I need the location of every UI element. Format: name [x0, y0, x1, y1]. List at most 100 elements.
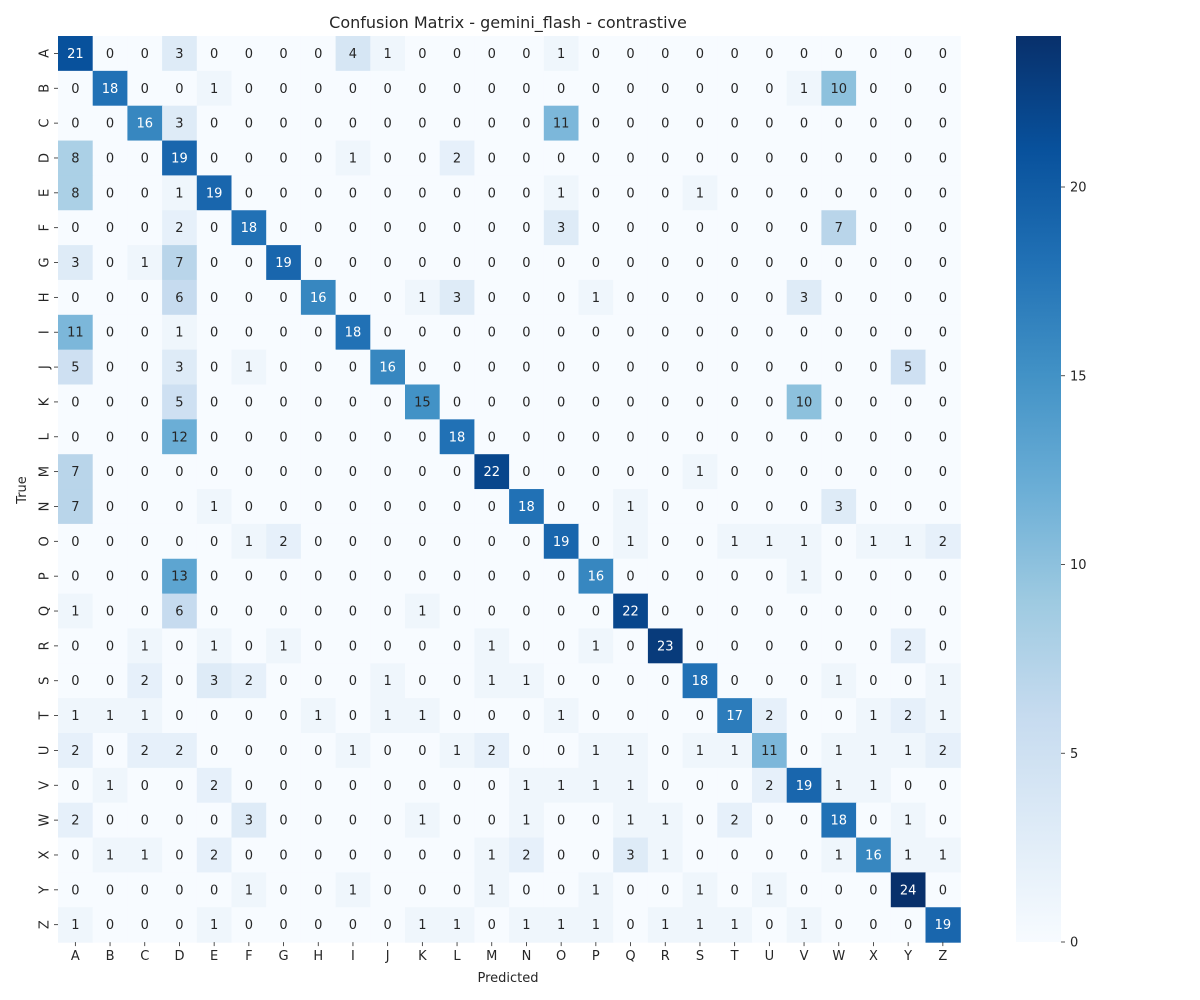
cell-value-label: 0	[453, 779, 461, 794]
cell-value-label: 0	[939, 814, 947, 829]
heatmap-cell	[647, 907, 684, 943]
cell-value-label: 18	[449, 430, 466, 445]
heatmap-cell	[682, 907, 718, 943]
heatmap-cell	[474, 384, 510, 420]
heatmap-cell	[682, 36, 718, 72]
heatmap-cell	[543, 36, 580, 72]
cell-value-label: 0	[384, 256, 392, 271]
cell-value-label: 0	[835, 151, 843, 166]
heatmap-cell	[821, 175, 857, 211]
heatmap-cell	[682, 314, 718, 351]
heatmap-cell	[647, 454, 684, 490]
cell-value-label: 0	[522, 47, 530, 62]
cell-value-label: 0	[488, 291, 496, 306]
cell-value-label: 0	[939, 883, 947, 898]
heatmap-cell	[162, 210, 198, 246]
heatmap-cell	[439, 767, 475, 804]
heatmap-cell	[578, 140, 614, 176]
cell-value-label: 0	[279, 674, 287, 689]
heatmap-cell	[613, 175, 649, 211]
heatmap-cell	[231, 802, 267, 839]
heatmap-cell	[856, 105, 892, 142]
cell-value-label: 0	[661, 291, 669, 306]
cell-value-label: 0	[384, 291, 392, 306]
cell-value-label: 0	[939, 570, 947, 585]
heatmap-cell	[509, 419, 545, 455]
heatmap-cell	[405, 210, 441, 246]
cell-value-label: 0	[765, 117, 773, 132]
cell-value-label: 7	[175, 256, 183, 271]
cell-value-label: 1	[800, 535, 808, 550]
heatmap-cell	[92, 210, 128, 246]
heatmap-cell	[925, 698, 961, 734]
y-tick-label: A	[38, 49, 53, 58]
heatmap-cell	[231, 419, 267, 455]
cell-value-label: 0	[279, 430, 287, 445]
cell-value-label: 0	[557, 674, 565, 689]
heatmap-cell	[856, 419, 892, 455]
cell-value-label: 0	[106, 814, 114, 829]
heatmap-cell	[509, 279, 545, 316]
heatmap-cell	[266, 523, 302, 560]
cell-value-label: 2	[175, 221, 183, 236]
cell-value-label: 0	[279, 151, 287, 166]
cell-value-label: 0	[765, 151, 773, 166]
cell-value-label: 0	[522, 883, 530, 898]
cell-value-label: 0	[904, 465, 912, 480]
cell-value-label: 0	[522, 535, 530, 550]
heatmap-cell	[856, 872, 892, 908]
heatmap-cell	[58, 663, 94, 699]
cell-value-label: 0	[765, 605, 773, 620]
heatmap-cell	[405, 698, 441, 734]
heatmap-cell	[890, 767, 927, 804]
cell-value-label: 0	[731, 779, 739, 794]
cell-value-label: 0	[626, 291, 634, 306]
heatmap-cell	[162, 36, 198, 72]
cell-value-label: 0	[557, 814, 565, 829]
heatmap-cell	[474, 105, 510, 142]
cell-value-label: 0	[453, 709, 461, 724]
cell-value-label: 1	[349, 883, 357, 898]
cell-value-label: 0	[488, 779, 496, 794]
cell-value-label: 0	[279, 465, 287, 480]
cell-value-label: 0	[626, 117, 634, 132]
cell-value-label: 0	[869, 221, 877, 236]
heatmap-cell	[196, 245, 233, 281]
cell-value-label: 0	[488, 500, 496, 515]
heatmap-cell	[578, 558, 614, 595]
cell-value-label: 19	[935, 918, 952, 933]
cell-value-label: 0	[661, 361, 669, 376]
heatmap-cell	[196, 105, 233, 142]
heatmap-cell	[300, 907, 337, 943]
heatmap-cell	[92, 70, 128, 107]
cell-value-label: 0	[210, 570, 218, 585]
cell-value-label: 0	[592, 47, 600, 62]
heatmap-cell	[370, 593, 406, 630]
cell-value-label: 0	[765, 918, 773, 933]
heatmap-cell	[682, 698, 718, 734]
heatmap-cell	[58, 245, 94, 281]
cell-value-label: 0	[314, 256, 322, 271]
cell-value-label: 0	[835, 918, 843, 933]
cell-value-label: 0	[488, 918, 496, 933]
heatmap-cell	[752, 872, 788, 908]
heatmap-cell	[890, 628, 927, 664]
heatmap-cell	[752, 314, 788, 351]
x-tick-label: C	[140, 949, 149, 964]
cell-value-label: 0	[765, 326, 773, 341]
heatmap-cell	[509, 210, 545, 246]
heatmap-cell	[439, 314, 475, 351]
heatmap-cell	[821, 907, 857, 943]
cell-value-label: 0	[765, 186, 773, 201]
cell-value-label: 0	[592, 848, 600, 863]
heatmap-cell	[266, 70, 302, 107]
cell-value-label: 0	[453, 465, 461, 480]
heatmap-cell	[682, 767, 718, 804]
heatmap-cell	[717, 593, 753, 630]
heatmap-cell	[717, 36, 753, 72]
heatmap-cell	[821, 593, 857, 630]
cell-value-label: 1	[626, 500, 634, 515]
heatmap-cell	[127, 36, 163, 72]
heatmap-cell	[613, 140, 649, 176]
cell-value-label: 0	[314, 117, 322, 132]
